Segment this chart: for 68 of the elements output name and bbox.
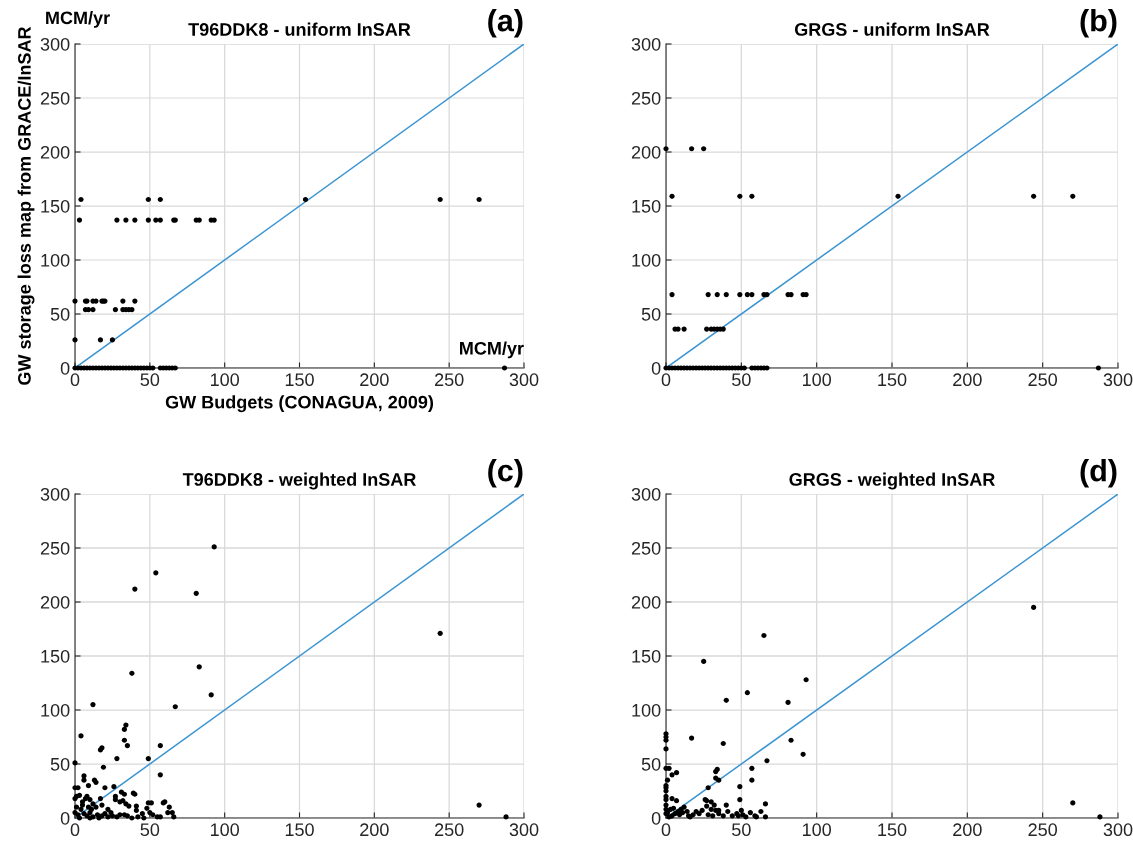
x-tick-label: 300 xyxy=(1103,373,1133,387)
x-tick-label: 150 xyxy=(878,373,907,387)
x-tick-label: 200 xyxy=(953,373,982,387)
y-tick-label: 300 xyxy=(631,487,661,501)
x-tick-label: 50 xyxy=(732,823,751,837)
y-tick-label: 100 xyxy=(632,703,661,717)
x-tick-label: 250 xyxy=(435,823,464,837)
y-tick-label: 150 xyxy=(41,649,70,663)
annotation: MCM/yr xyxy=(460,341,524,359)
y-tick-label: 200 xyxy=(631,145,661,159)
x-axis-title: GW Budgets (CONAGUA, 2009) xyxy=(165,395,434,413)
y-tick-label: 300 xyxy=(631,37,661,51)
text: (d) xyxy=(1080,459,1117,488)
x-tick-label: 250 xyxy=(1028,373,1058,387)
y-tick-label: 0 xyxy=(60,811,70,825)
y-tick-label: 150 xyxy=(41,199,70,213)
y-tick-label: 0 xyxy=(651,361,661,375)
x-tick-label: 250 xyxy=(1028,823,1058,837)
x-tick-label: 0 xyxy=(661,373,671,387)
text: (c) xyxy=(488,459,523,488)
x-tick-label: 200 xyxy=(360,823,389,837)
y-tick-label: 100 xyxy=(41,703,70,717)
y-tick-label: 250 xyxy=(40,541,70,555)
y-tick-label: 50 xyxy=(641,307,661,321)
x-tick-label: 50 xyxy=(140,823,160,837)
text: (a) xyxy=(488,9,523,38)
y-tick-label: 100 xyxy=(41,253,70,267)
x-tick-label: 300 xyxy=(509,373,539,387)
x-tick-label: 0 xyxy=(70,373,80,387)
chart-title: GRGS - weighted InSAR xyxy=(789,472,995,490)
x-tick-label: 200 xyxy=(953,823,982,837)
y-tick-label: 0 xyxy=(651,811,661,825)
x-tick-label: 100 xyxy=(802,373,832,387)
chart-title: T96DDK8 - weighted InSAR xyxy=(182,472,417,490)
x-tick-label: 50 xyxy=(140,373,160,387)
x-tick-label: 0 xyxy=(661,823,671,837)
y-tick-label: 300 xyxy=(40,487,70,501)
y-tick-label: 150 xyxy=(632,649,661,663)
chart-title: T96DDK8 - uniform InSAR xyxy=(188,22,411,36)
y-tick-label: 150 xyxy=(632,199,661,213)
y-tick-label: 100 xyxy=(632,253,661,267)
text: (b) xyxy=(1080,9,1117,38)
y-tick-label: 300 xyxy=(40,37,70,51)
y-tick-label: 250 xyxy=(631,541,661,555)
x-tick-label: 250 xyxy=(435,373,464,387)
x-tick-label: 150 xyxy=(878,823,907,837)
x-tick-label: 300 xyxy=(509,823,539,837)
chart-title: GRGS - uniform InSAR xyxy=(794,22,990,36)
y-tick-label: 0 xyxy=(60,361,70,375)
x-tick-label: 200 xyxy=(360,373,389,387)
x-tick-label: 100 xyxy=(210,823,240,837)
text: MCM/yr xyxy=(46,10,110,28)
x-tick-label: 100 xyxy=(210,373,240,387)
y-tick-label: 50 xyxy=(50,757,70,771)
y-tick-label: 200 xyxy=(40,595,70,609)
x-tick-label: 300 xyxy=(1103,823,1133,837)
y-tick-label: 250 xyxy=(40,91,70,105)
y-axis-title: GW storage loss map from GRACE/InSAR xyxy=(17,26,35,385)
x-tick-label: 150 xyxy=(285,373,314,387)
y-tick-label: 250 xyxy=(631,91,661,105)
y-tick-label: 200 xyxy=(631,595,661,609)
x-tick-label: 100 xyxy=(802,823,832,837)
x-tick-label: 50 xyxy=(732,373,751,387)
y-tick-label: 50 xyxy=(50,307,70,321)
x-tick-label: 150 xyxy=(285,823,314,837)
y-tick-label: 200 xyxy=(40,145,70,159)
y-tick-label: 50 xyxy=(641,757,661,771)
x-tick-label: 0 xyxy=(70,823,80,837)
